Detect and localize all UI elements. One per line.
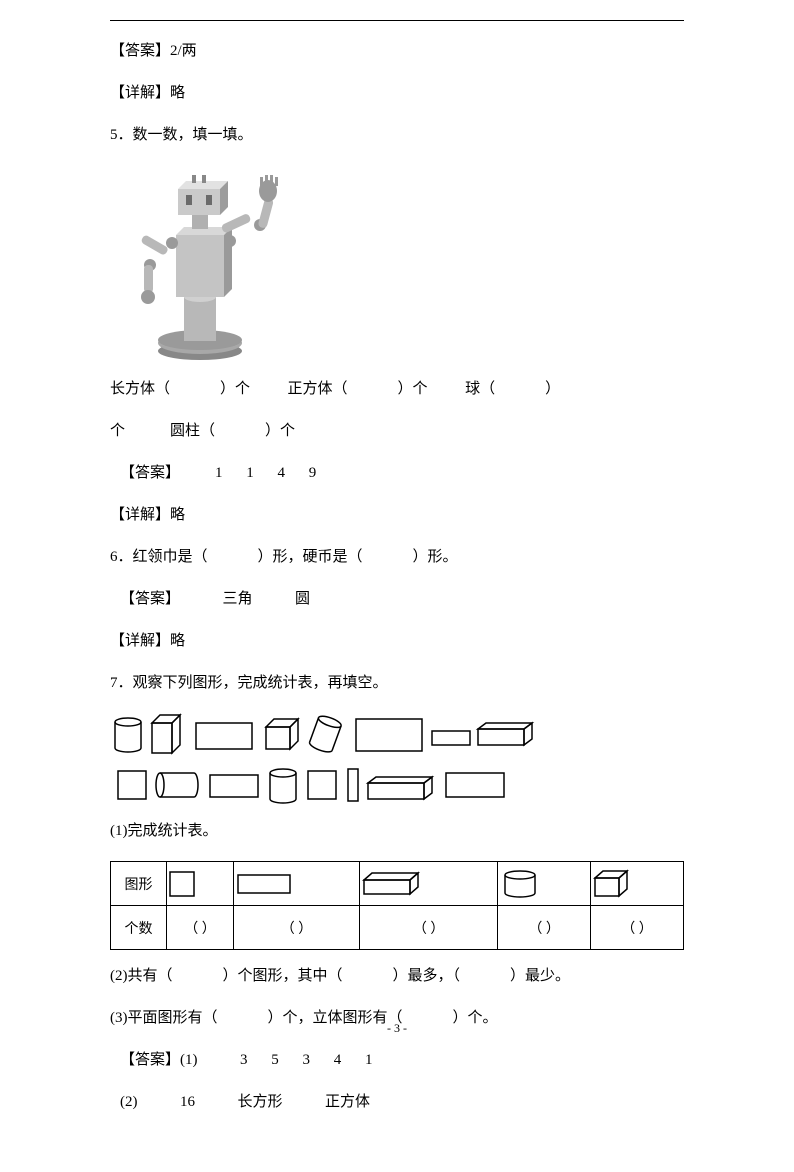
q5-blanks-2: 个 圆柱（ ）个 <box>110 419 684 443</box>
answer-value: 4 <box>334 1048 342 1072</box>
answer-value: 圆 <box>295 587 310 611</box>
stat-table: 图形 个数 （ ） （ ） （ ） （ ） （ ） <box>110 861 684 950</box>
table-cell: （ ） <box>234 906 360 950</box>
q7-sub2-c: ）最多，（ <box>393 968 461 984</box>
answer-1: 【答案】2/两 <box>110 39 684 63</box>
table-header: 个数 <box>111 906 167 950</box>
q6-a: 6．红领巾是（ <box>110 549 208 565</box>
q7-sub2: (2)共有（ ）个图形，其中（ ）最多，（ ）最少。 <box>110 964 684 988</box>
answer-value: 三角 <box>223 587 253 611</box>
q6-answer: 【答案】 三角 圆 <box>110 587 684 611</box>
label-cube: 正方体（ <box>288 381 348 397</box>
answer-value: 3 <box>303 1048 311 1072</box>
q5-answer: 【答案】 1 1 4 9 <box>110 461 684 485</box>
label-cylinder: 圆柱（ <box>170 423 215 439</box>
label-sphere: 球（ <box>465 381 495 397</box>
q7-sub2-b: ）个图形，其中（ <box>223 968 343 984</box>
answer-value: 1 <box>365 1048 373 1072</box>
answer-value: 16 <box>180 1090 195 1114</box>
shape-cell <box>234 862 360 906</box>
table-cell: （ ） <box>167 906 234 950</box>
label-sphere-end: ） <box>545 381 560 397</box>
table-row: 个数 （ ） （ ） （ ） （ ） （ ） <box>111 906 684 950</box>
q5-blanks: 长方体（ ）个 正方体（ ）个 球（ ） <box>110 377 684 401</box>
top-rule <box>110 20 684 21</box>
q7-sub1: (1)完成统计表。 <box>110 819 684 843</box>
answer-value: 1 <box>246 461 254 485</box>
q7-answer1: 【答案】(1) 3 5 3 4 1 <box>110 1048 684 1072</box>
shape-cell <box>167 862 234 906</box>
answer-value: 3 <box>240 1048 248 1072</box>
label-cube-end: ）个 <box>398 381 428 397</box>
answer-value: 正方体 <box>325 1090 370 1114</box>
table-row: 图形 <box>111 862 684 906</box>
shapes-figure <box>110 713 684 809</box>
table-cell: （ ） <box>498 906 591 950</box>
q6-c: ）形。 <box>413 549 458 565</box>
answer-value: 9 <box>309 461 317 485</box>
q7-sub2-d: ）最少。 <box>510 968 570 984</box>
label-cuboid-end: ）个 <box>220 381 250 397</box>
explain-3: 【详解】略 <box>110 629 684 653</box>
answer-label: 【答案】 <box>120 587 180 611</box>
label-cuboid: 长方体（ <box>110 381 170 397</box>
answer-label: (2) <box>120 1090 138 1114</box>
answer-value: 1 <box>215 461 223 485</box>
label-ge: 个 <box>110 423 125 439</box>
answer-value: 5 <box>271 1048 279 1072</box>
robot-figure <box>120 165 684 365</box>
q7-title: 7．观察下列图形，完成统计表，再填空。 <box>110 671 684 695</box>
label-cylinder-end: ）个 <box>265 423 295 439</box>
table-cell: （ ） <box>591 906 684 950</box>
shape-cell <box>498 862 591 906</box>
shape-cell <box>591 862 684 906</box>
answer-value: 长方形 <box>238 1090 283 1114</box>
answer-value: 4 <box>278 461 286 485</box>
page-number: - 3 - <box>0 1021 794 1036</box>
q5-title: 5．数一数，填一填。 <box>110 123 684 147</box>
answer-label: 【答案】(1) <box>120 1048 198 1072</box>
table-cell: （ ） <box>359 906 497 950</box>
q6-text: 6．红领巾是（ ）形，硬币是（ ）形。 <box>110 545 684 569</box>
table-header: 图形 <box>111 862 167 906</box>
q7-answer2: (2) 16 长方形 正方体 <box>110 1090 684 1114</box>
explain-2: 【详解】略 <box>110 503 684 527</box>
answer-label: 【答案】 <box>120 461 180 485</box>
q7-sub2-a: (2)共有（ <box>110 968 173 984</box>
explain-1: 【详解】略 <box>110 81 684 105</box>
shape-cell <box>359 862 497 906</box>
q6-b: ）形，硬币是（ <box>258 549 363 565</box>
